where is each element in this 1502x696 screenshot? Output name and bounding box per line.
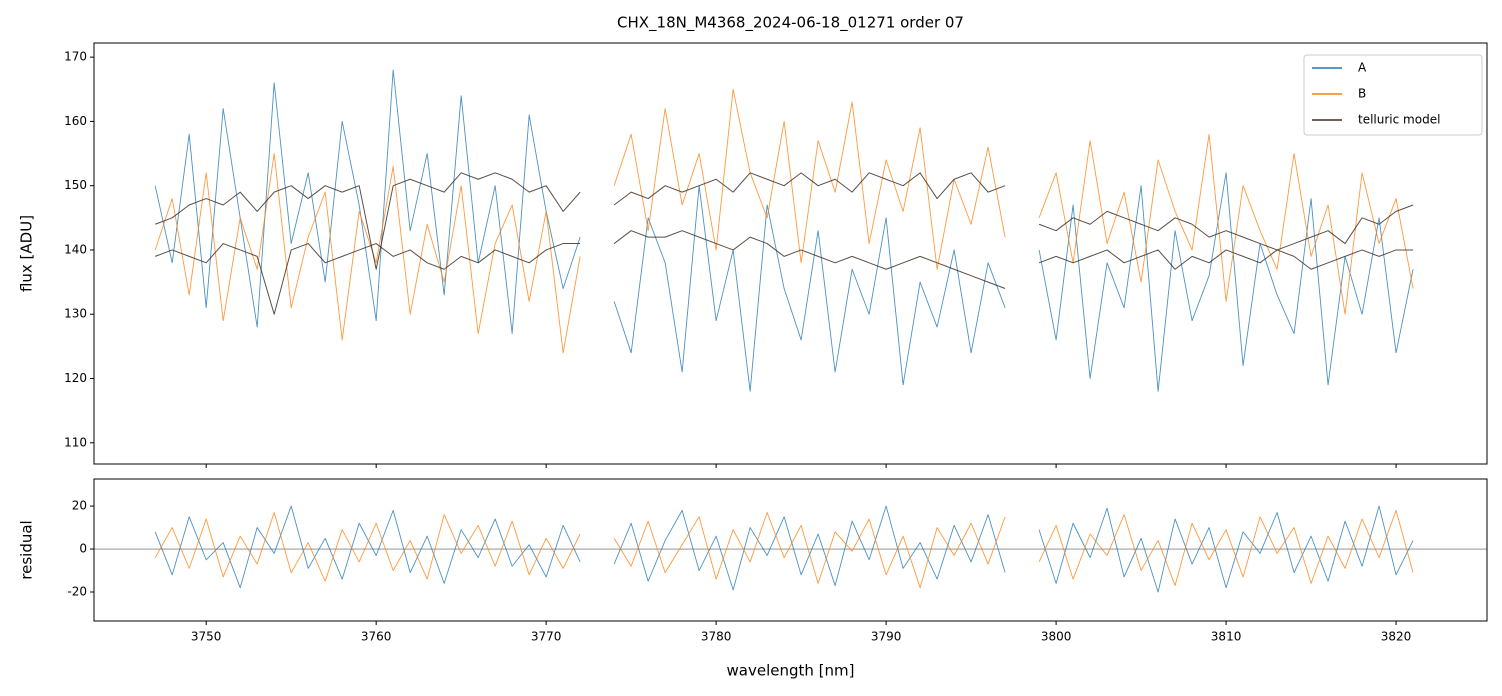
chart-title: CHX_18N_M4368_2024-06-18_01271 order 07 bbox=[617, 14, 964, 33]
plot-data bbox=[154, 69, 1414, 392]
legend-box bbox=[1303, 54, 1483, 136]
y-tick-label: 140 bbox=[64, 242, 87, 256]
y-tick-label: 150 bbox=[64, 178, 87, 192]
x-axis-label: wavelength [nm] bbox=[727, 662, 855, 680]
y-tick-label: 170 bbox=[64, 50, 87, 64]
series-line bbox=[154, 88, 1414, 354]
axes-frame bbox=[93, 478, 1488, 622]
axes-frame bbox=[93, 42, 1488, 465]
y-tick-label: 130 bbox=[64, 307, 87, 321]
series-line bbox=[154, 509, 1414, 589]
legend-label: B bbox=[1358, 87, 1366, 101]
series-line bbox=[155, 172, 1414, 270]
y-tick-label: 0 bbox=[79, 542, 87, 556]
y-tick-label: 20 bbox=[72, 499, 87, 513]
series-line bbox=[154, 69, 1414, 392]
x-tick-label: 3790 bbox=[871, 630, 902, 644]
y-axis-label: flux [ADU] bbox=[18, 215, 36, 292]
x-tick-label: 3770 bbox=[531, 630, 562, 644]
y-tick-label: 110 bbox=[64, 435, 87, 449]
x-tick-label: 3780 bbox=[701, 630, 732, 644]
legend-label: A bbox=[1358, 61, 1367, 75]
x-tick-label: 3810 bbox=[1211, 630, 1242, 644]
series-line bbox=[155, 230, 1414, 315]
y-axis-label: residual bbox=[18, 520, 36, 579]
x-tick-label: 3820 bbox=[1381, 630, 1412, 644]
x-tick-label: 3760 bbox=[361, 630, 392, 644]
y-tick-label: 160 bbox=[64, 114, 87, 128]
y-tick-label: -20 bbox=[67, 584, 87, 598]
legend-label: telluric model bbox=[1358, 113, 1440, 127]
x-tick-label: 3800 bbox=[1041, 630, 1072, 644]
x-tick-label: 3750 bbox=[191, 630, 222, 644]
y-tick-label: 120 bbox=[64, 371, 87, 385]
plot-data bbox=[94, 505, 1487, 593]
